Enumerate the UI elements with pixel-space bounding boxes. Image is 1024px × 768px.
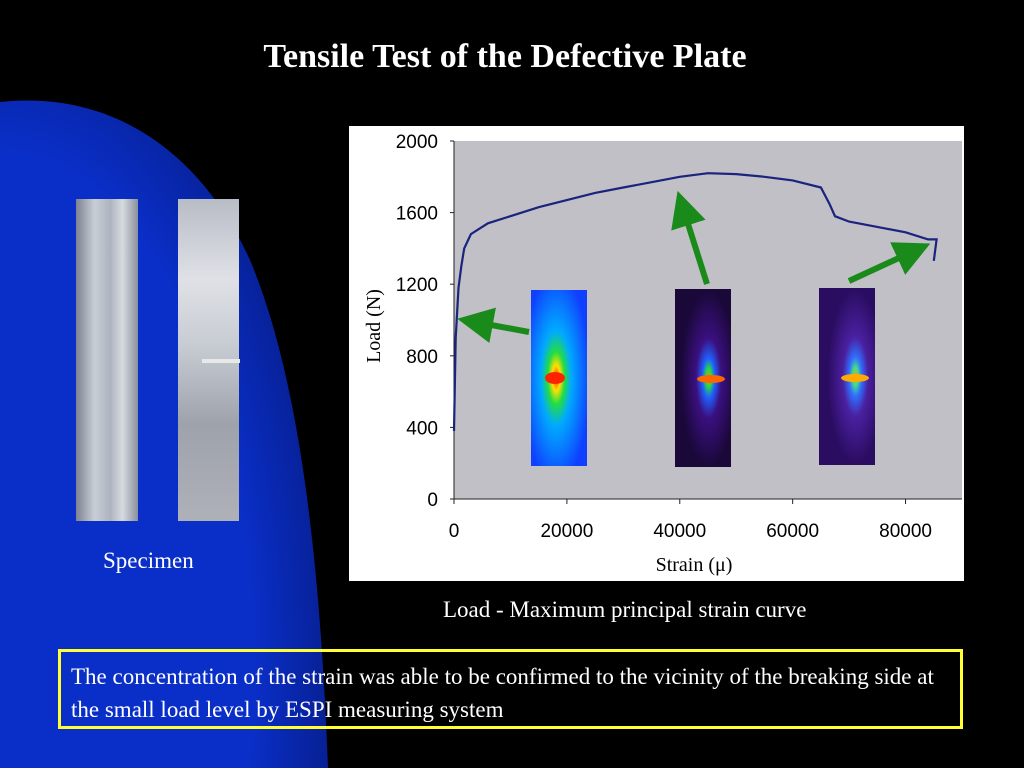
y-tick-label: 2000	[396, 132, 438, 153]
specimen-photo-defective	[178, 199, 240, 521]
y-tick-label: 0	[427, 490, 438, 511]
y-tick-label: 400	[406, 418, 438, 439]
arrow-to-peak-point	[671, 190, 710, 285]
x-tick-label: 60000	[766, 521, 819, 542]
x-tick-label: 80000	[879, 521, 932, 542]
load-strain-curve	[452, 172, 938, 432]
conclusion-note: The concentration of the strain was able…	[58, 649, 963, 729]
arrow-to-late-point	[847, 242, 931, 284]
defect-slot	[202, 359, 240, 363]
x-tick-label: 20000	[540, 521, 593, 542]
y-axis-label: Load (N)	[363, 289, 385, 363]
x-tick-label: 0	[449, 521, 460, 542]
y-tick-label: 1600	[396, 204, 438, 225]
chart-caption: Load - Maximum principal strain curve	[443, 597, 807, 622]
specimen-photo-intact	[76, 199, 138, 521]
espi-image-late	[819, 288, 875, 465]
x-tick-label: 40000	[653, 521, 706, 542]
espi-image-early	[531, 290, 587, 466]
espi-image-peak	[675, 289, 731, 467]
arrow-to-early-point	[457, 307, 530, 343]
y-tick-label: 1200	[396, 275, 438, 296]
slide-title: Tensile Test of the Defective Plate	[263, 38, 747, 75]
x-axis-label: Strain (μ)	[656, 554, 733, 576]
y-tick-label: 800	[406, 347, 438, 368]
chart-panel: 0 400 800 1200 1600 2000 0 20000 40000 60000 80000…	[349, 126, 964, 581]
specimen-label: Specimen	[103, 548, 194, 573]
conclusion-text: The concentration of the strain was able…	[71, 664, 934, 722]
